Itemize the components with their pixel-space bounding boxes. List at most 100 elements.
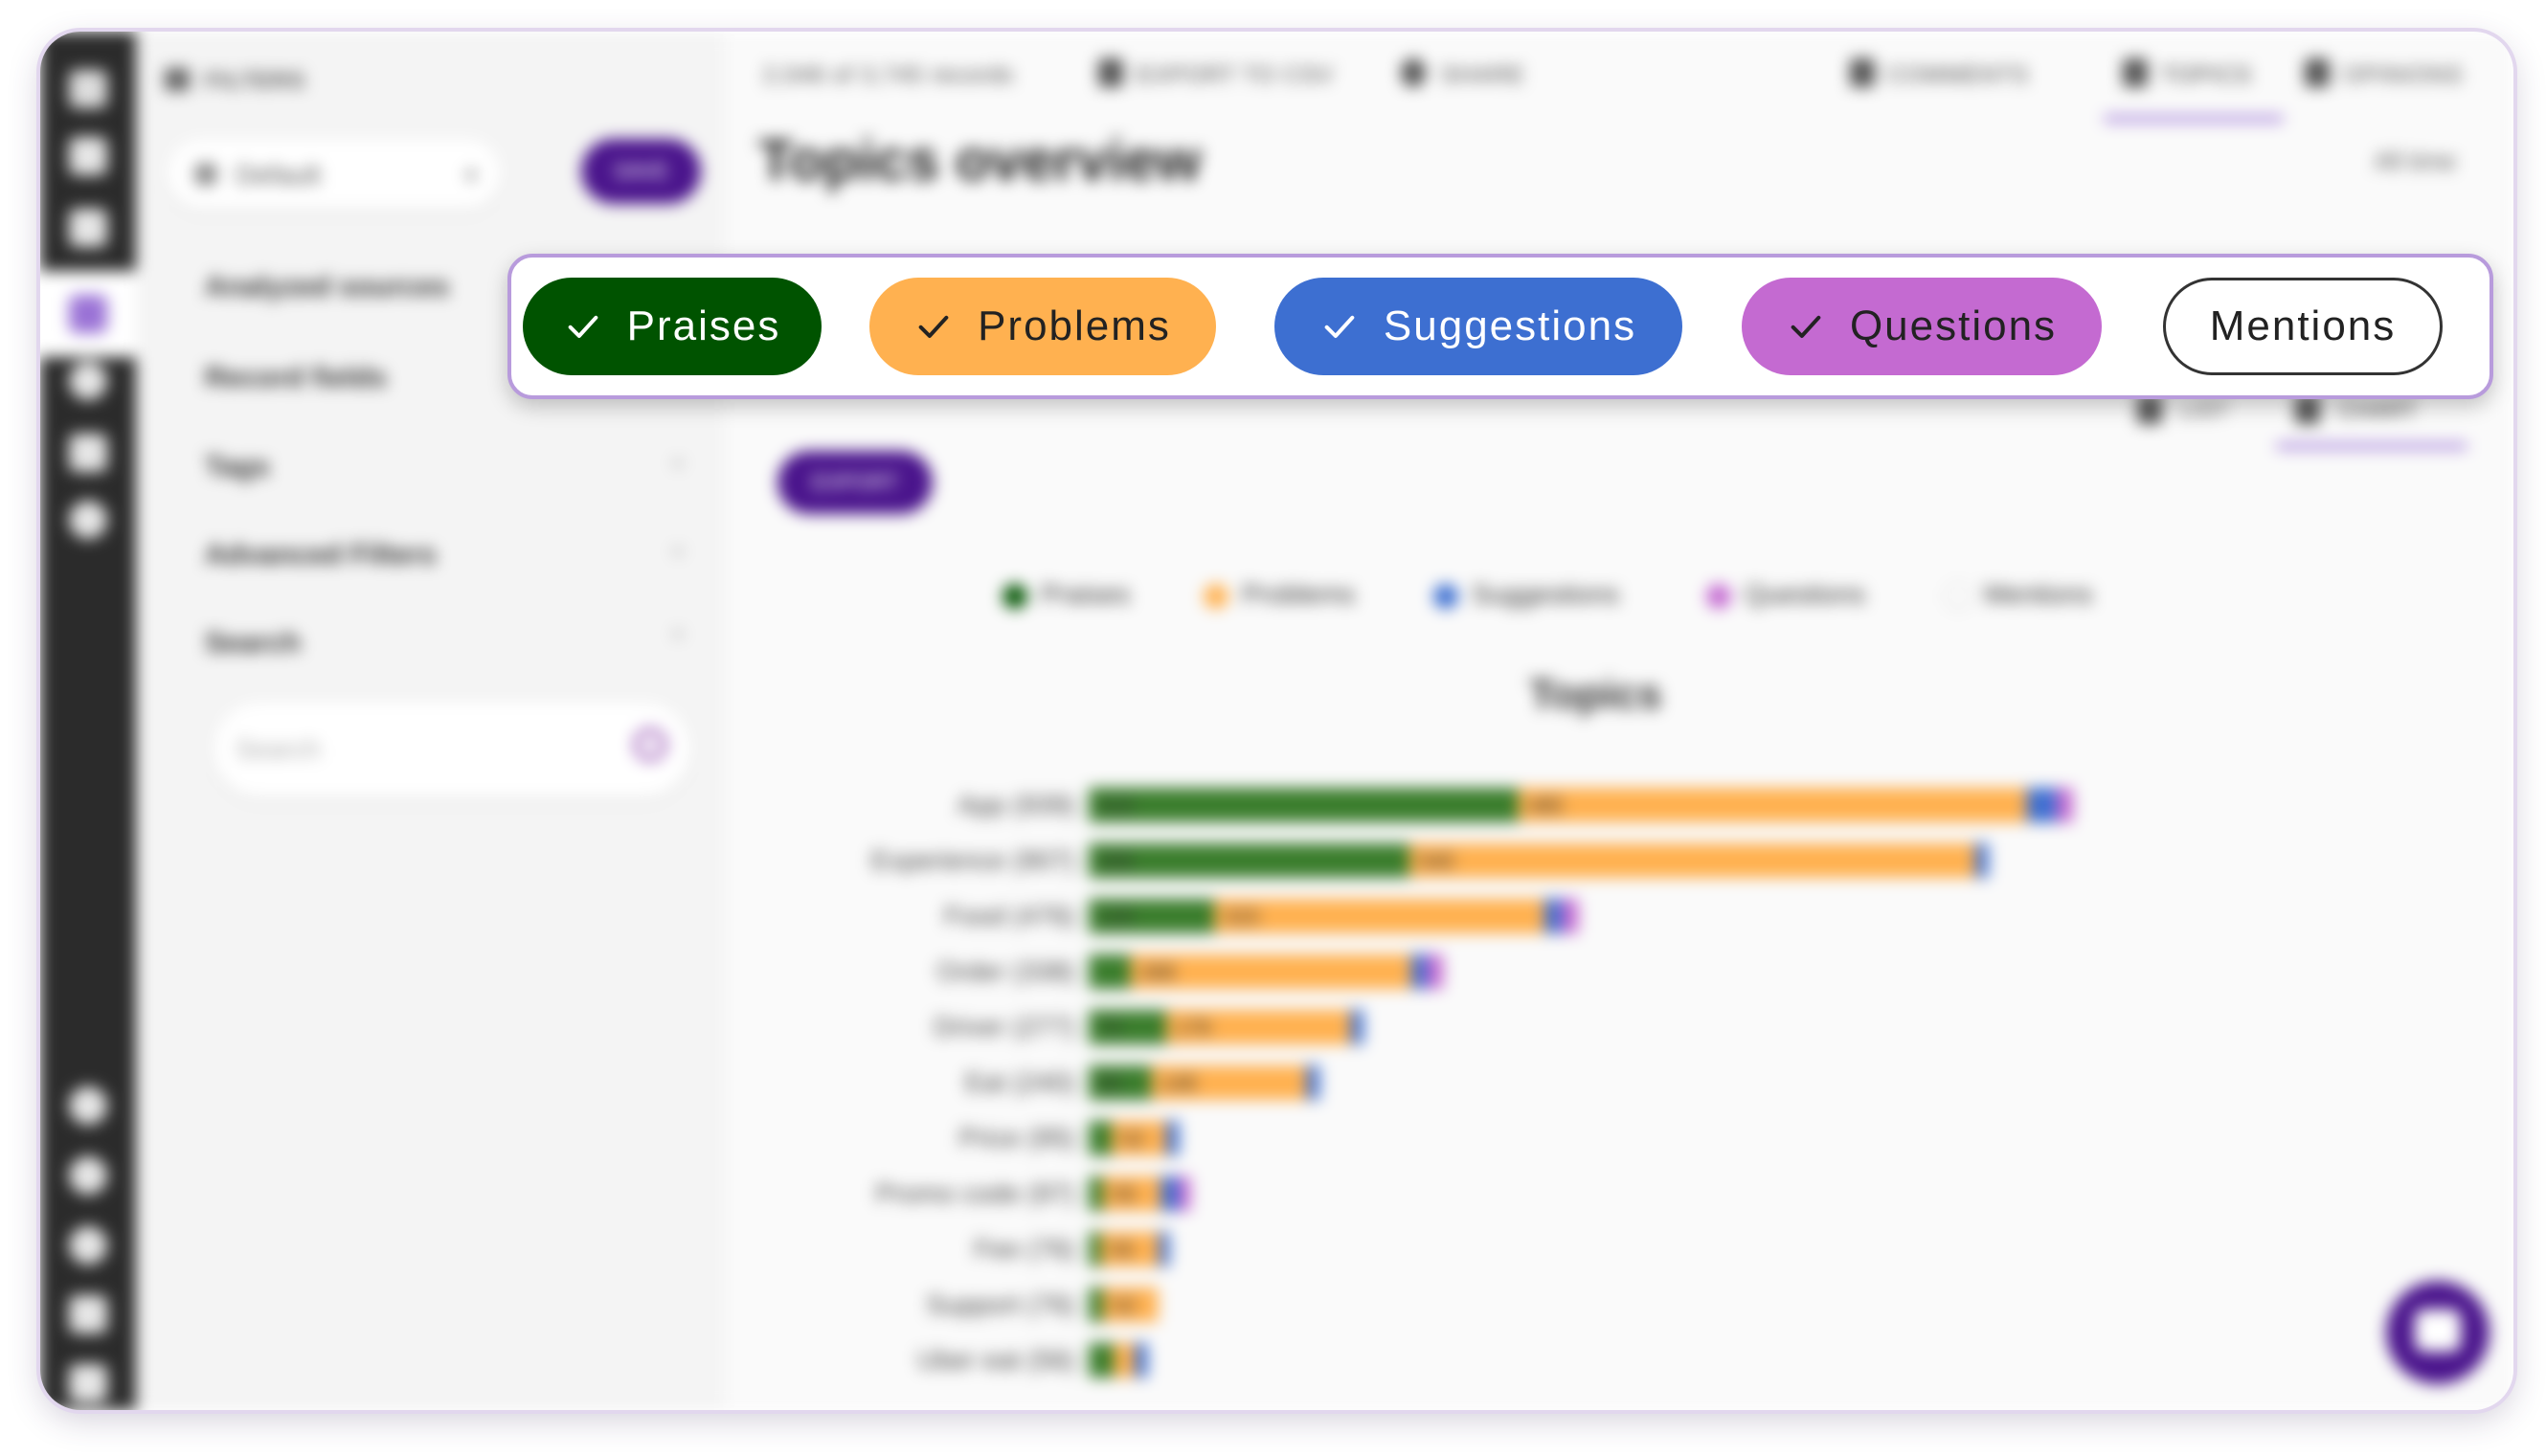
tools-icon[interactable]: [69, 434, 107, 472]
download-icon[interactable]: [1098, 58, 1123, 87]
bar-segment-problems[interactable]: [1112, 1121, 1167, 1155]
bar-segment-suggestions[interactable]: [1544, 899, 1562, 933]
bar-segment-suggestions[interactable]: [1135, 1343, 1148, 1378]
document-icon[interactable]: [69, 209, 107, 247]
bar-segment-questions[interactable]: [1561, 899, 1579, 933]
account-icon[interactable]: [69, 1226, 107, 1265]
chat-button[interactable]: [2386, 1281, 2490, 1384]
chip-suggestions[interactable]: Suggestions: [1274, 278, 1682, 375]
tab-topics[interactable]: TOPICS: [2161, 62, 2252, 88]
bar-segment-problems[interactable]: [1103, 1176, 1161, 1211]
search-icon[interactable]: [634, 728, 666, 761]
bar-segment-praises[interactable]: [1089, 1343, 1115, 1378]
bar-segment-suggestions[interactable]: [1166, 1121, 1180, 1155]
category-label: Eat (240): [965, 1067, 1075, 1097]
sentiment-filter-chips: Praises Problems Suggestions Questions M…: [507, 254, 2493, 399]
bar-segment-suggestions[interactable]: [1350, 1010, 1363, 1044]
legend-problems[interactable]: Problems: [1204, 579, 1355, 610]
collapse-icon[interactable]: [69, 1364, 107, 1402]
chip-praises[interactable]: Praises: [523, 278, 822, 375]
legend-swatch: [1433, 583, 1458, 609]
share-icon[interactable]: [1401, 58, 1426, 87]
bar-segment-praises[interactable]: [1089, 954, 1131, 989]
globe-icon[interactable]: [69, 501, 107, 539]
bar-value-label: 485: [1528, 794, 1564, 818]
search-placeholder: Search: [236, 734, 321, 764]
bar-segment-problems[interactable]: [1130, 954, 1412, 989]
settings-icon[interactable]: [69, 362, 107, 400]
bar-segment-suggestions[interactable]: [1306, 1065, 1319, 1100]
bar-segment-praises[interactable]: [1089, 1121, 1113, 1155]
bar-segment-suggestions[interactable]: [1160, 1176, 1179, 1211]
bar-segment-praises[interactable]: [1089, 1010, 1167, 1044]
chevron-down-icon[interactable]: ⌄: [668, 534, 688, 560]
tab-active-indicator: [2104, 116, 2284, 122]
bar-segment-problems[interactable]: [1408, 843, 1976, 878]
opinion-icon: [2305, 58, 2330, 87]
bar-segment-problems[interactable]: [1166, 1010, 1351, 1044]
logo-icon: [69, 70, 107, 108]
legend-mentions[interactable]: Mentions: [1946, 579, 2093, 610]
bar-segment-suggestions[interactable]: [1159, 1232, 1170, 1266]
bar-segment-praises[interactable]: [1089, 1288, 1104, 1322]
bar-segment-problems[interactable]: [1103, 1288, 1159, 1322]
share-button[interactable]: SHARE: [1441, 62, 1525, 88]
rail-item-active[interactable]: [40, 271, 136, 357]
info-icon[interactable]: [69, 1156, 107, 1195]
bar-segment-suggestions[interactable]: [2026, 788, 2057, 822]
bar-segment-praises[interactable]: [1089, 1176, 1104, 1211]
filters-heading: FILTERS: [205, 68, 306, 94]
bar-segment-questions[interactable]: [1178, 1176, 1191, 1211]
bar-segment-praises[interactable]: [1089, 843, 1409, 878]
home-icon[interactable]: [69, 137, 107, 175]
bar-value-label: 306: [1098, 849, 1134, 873]
bar-segment-problems[interactable]: [1151, 1065, 1307, 1100]
section-record-fields[interactable]: Record fields: [205, 362, 388, 393]
legend-questions[interactable]: Questions: [1706, 579, 1865, 610]
preset-select[interactable]: Default ▾: [167, 139, 502, 210]
bar-segment-questions[interactable]: [1426, 954, 1444, 989]
section-tags[interactable]: Tags: [205, 451, 270, 482]
bar-segment-praises[interactable]: [1089, 899, 1215, 933]
bar-segment-praises[interactable]: [1089, 1065, 1152, 1100]
page-title: Topics overview: [758, 128, 1202, 192]
chip-questions[interactable]: Questions: [1742, 278, 2102, 375]
chevron-down-icon[interactable]: ⌄: [668, 446, 688, 472]
bar-segment-problems[interactable]: [1518, 788, 2027, 822]
bar-segment-problems[interactable]: [1101, 1232, 1160, 1266]
export-csv-button[interactable]: EXPORT TO CSV: [1137, 62, 1334, 88]
bar-segment-suggestions[interactable]: [1411, 954, 1427, 989]
bar-value-label: 55: [1111, 1238, 1134, 1262]
bar-segment-suggestions[interactable]: [1975, 843, 1989, 878]
search-input[interactable]: Search: [213, 702, 691, 797]
filter-icon: [165, 68, 190, 91]
bar-segment-praises[interactable]: [1089, 1232, 1102, 1266]
help-icon[interactable]: [69, 1086, 107, 1125]
tab-comments[interactable]: COMMENTS: [1887, 62, 2029, 88]
chip-label: Praises: [626, 302, 781, 349]
bar-segment-praises[interactable]: [1089, 788, 1519, 822]
comment-icon: [1850, 58, 1875, 87]
view-list-button[interactable]: LIST: [2180, 397, 2229, 423]
list-icon[interactable]: [69, 1295, 107, 1333]
bar-segment-questions[interactable]: [2056, 788, 2073, 822]
chart-title: Topics: [1529, 671, 1662, 718]
chip-mentions[interactable]: Mentions: [2163, 278, 2443, 375]
chevron-up-icon[interactable]: ⌃: [668, 628, 688, 654]
check-icon: [918, 315, 949, 338]
icon-rail: [40, 32, 136, 1410]
tab-opinions[interactable]: OPINIONS: [2343, 62, 2464, 88]
section-advanced-filters[interactable]: Advanced Filters: [205, 539, 437, 571]
bar-segment-problems[interactable]: [1114, 1343, 1136, 1378]
export-button[interactable]: EXPORT: [777, 451, 933, 514]
legend-suggestions[interactable]: Suggestions: [1433, 579, 1619, 610]
section-analyzed-sources[interactable]: Analyzed sources: [205, 271, 450, 302]
preset-value: Default: [236, 160, 321, 190]
save-button[interactable]: SAVE: [581, 139, 701, 204]
time-range-select[interactable]: All time: [2374, 146, 2456, 175]
chip-problems[interactable]: Problems: [869, 278, 1216, 375]
legend-praises[interactable]: Praises: [1003, 579, 1130, 610]
bar-segment-problems[interactable]: [1214, 899, 1545, 933]
view-chart-button[interactable]: CHART: [2338, 397, 2418, 423]
section-search[interactable]: Search: [205, 627, 302, 659]
